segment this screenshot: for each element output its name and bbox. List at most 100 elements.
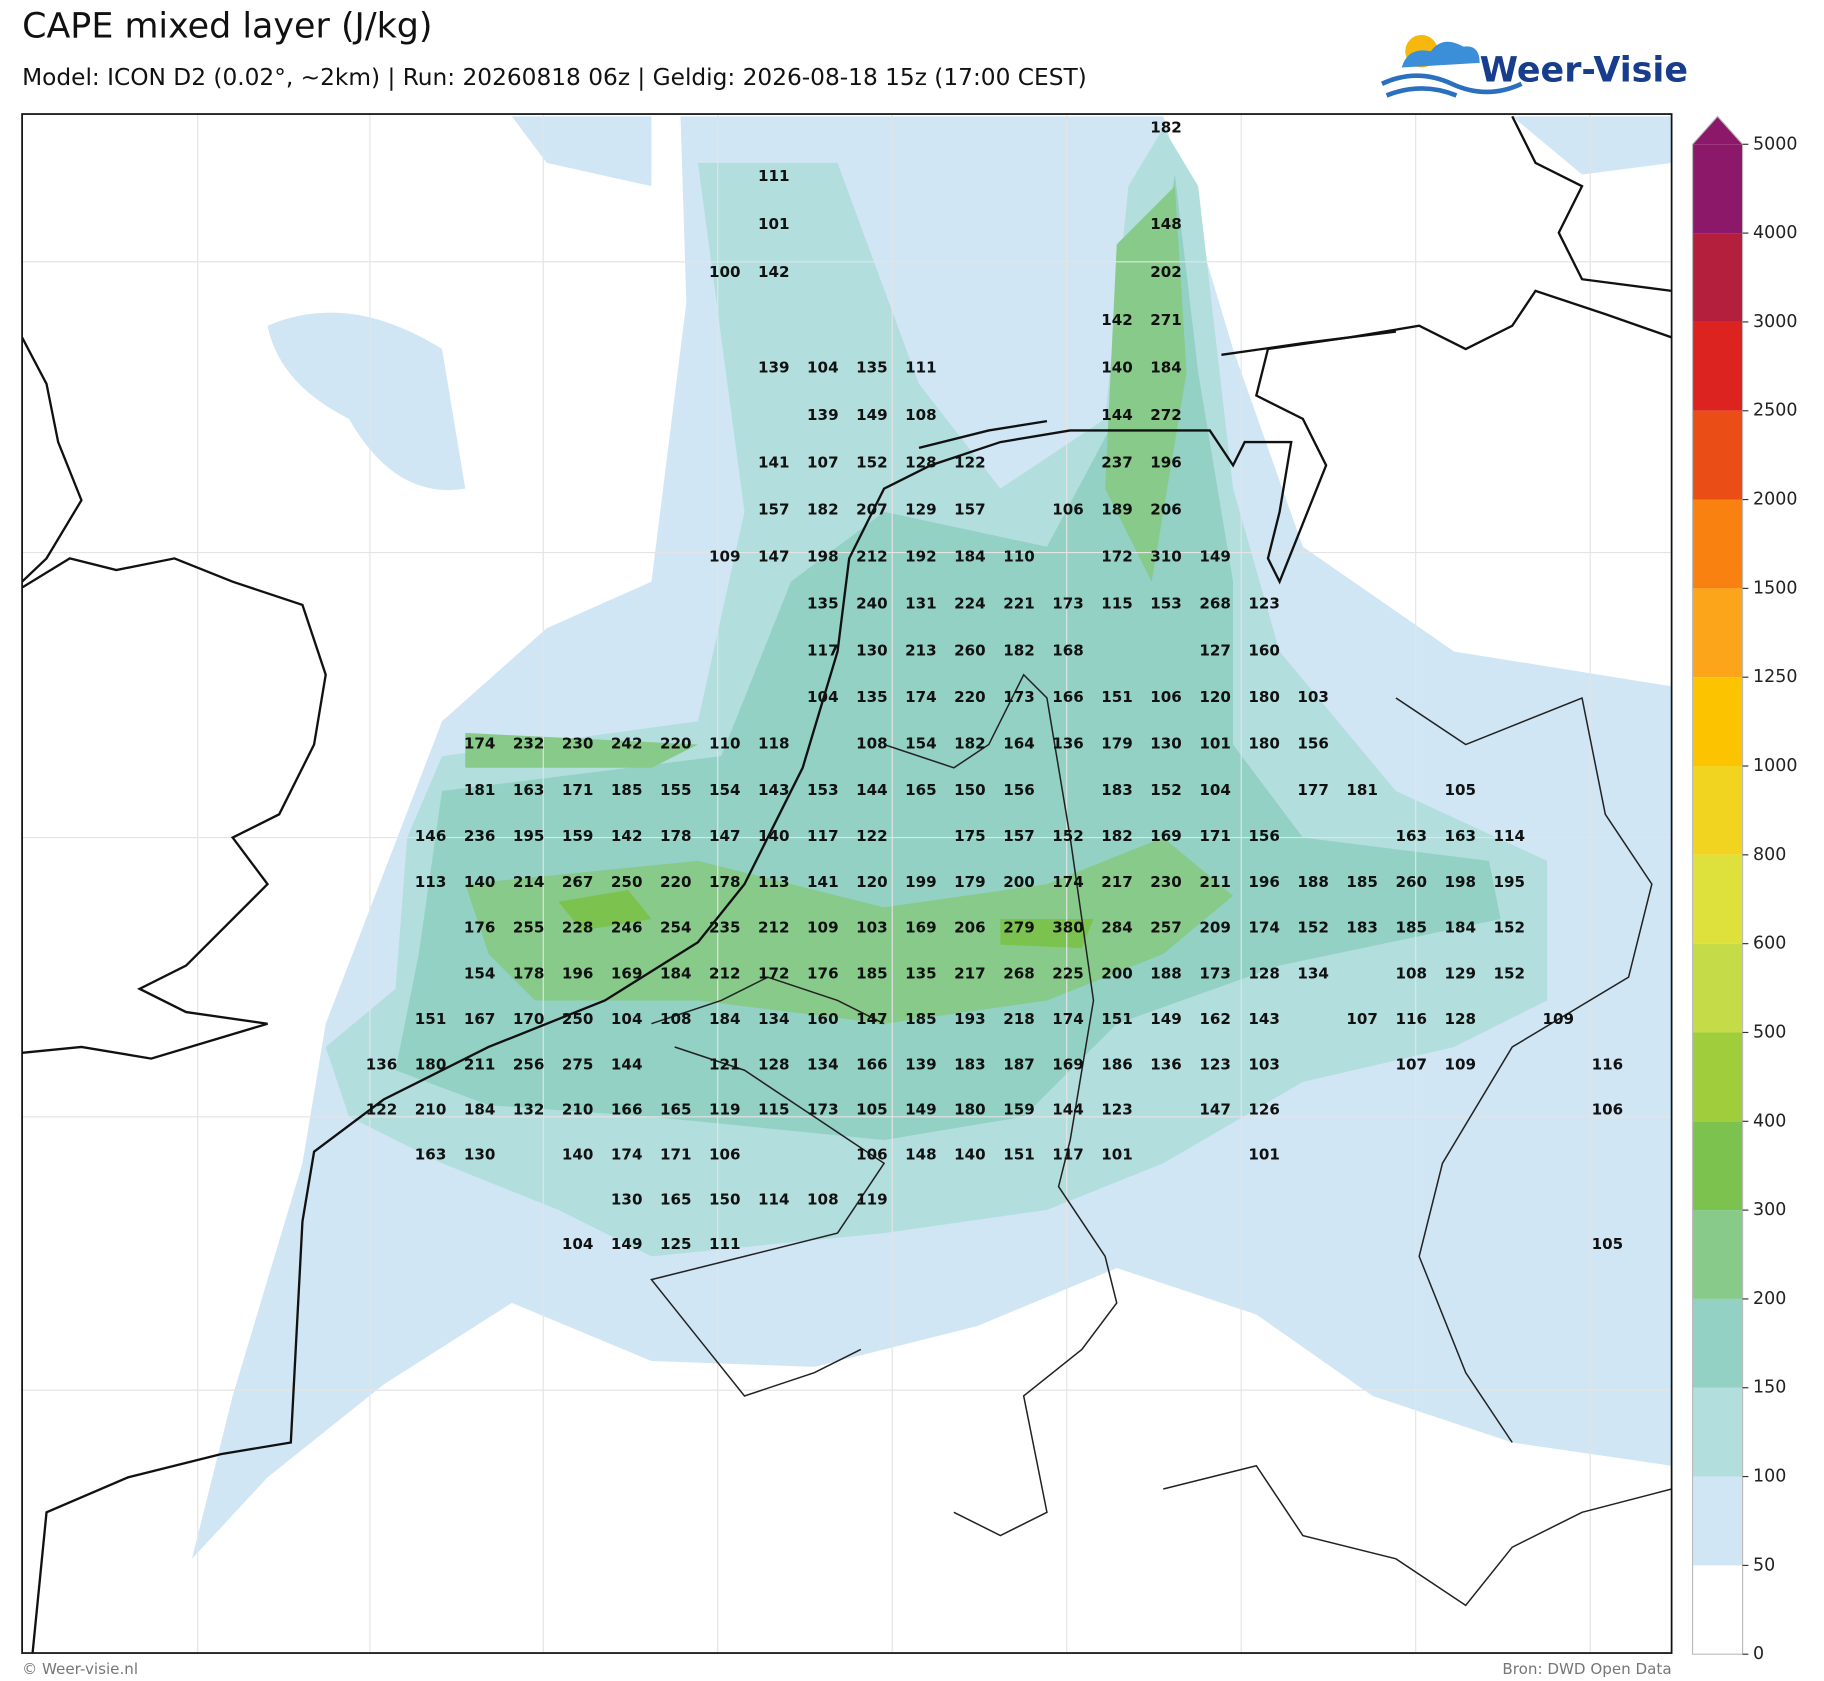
title: CAPE mixed layer (J/kg) bbox=[22, 6, 432, 46]
cape-value: 117 bbox=[807, 641, 839, 659]
colorbar-label: 1000 bbox=[1753, 756, 1797, 776]
cape-value: 136 bbox=[1052, 734, 1084, 752]
cape-value: 260 bbox=[954, 641, 986, 659]
cape-value: 141 bbox=[758, 453, 790, 471]
cape-value: 213 bbox=[905, 641, 937, 659]
cape-value: 116 bbox=[1395, 1010, 1427, 1028]
cape-value: 147 bbox=[1199, 1101, 1231, 1119]
cape-value: 150 bbox=[709, 1190, 741, 1208]
cape-value: 192 bbox=[905, 548, 937, 566]
cape-value: 128 bbox=[1248, 964, 1280, 982]
cape-value: 214 bbox=[513, 873, 545, 891]
cape-value: 195 bbox=[1494, 873, 1526, 891]
cape-value: 189 bbox=[1101, 501, 1133, 519]
cape-value: 154 bbox=[464, 964, 496, 982]
cape-value: 173 bbox=[1003, 688, 1035, 706]
cape-value: 169 bbox=[1052, 1055, 1084, 1073]
cape-value: 106 bbox=[856, 1146, 888, 1164]
cape-value: 142 bbox=[758, 263, 790, 281]
cape-value: 150 bbox=[954, 781, 986, 799]
cape-value: 169 bbox=[1150, 827, 1182, 845]
cape-value: 183 bbox=[1101, 781, 1133, 799]
cape-value: 220 bbox=[954, 688, 986, 706]
cape-value: 169 bbox=[611, 964, 643, 982]
cape-value: 207 bbox=[856, 501, 888, 519]
cape-value: 260 bbox=[1395, 873, 1427, 891]
cape-value: 211 bbox=[1199, 873, 1231, 891]
cape-value: 256 bbox=[513, 1055, 545, 1073]
cape-value: 178 bbox=[660, 827, 692, 845]
colorbar-bin bbox=[1692, 1298, 1743, 1388]
colorbar-bin bbox=[1692, 677, 1743, 767]
cape-value: 163 bbox=[1444, 827, 1476, 845]
cape-value: 206 bbox=[1150, 501, 1182, 519]
cape-value: 147 bbox=[856, 1010, 888, 1028]
colorbar-bin bbox=[1692, 1032, 1743, 1122]
cape-value: 198 bbox=[1444, 873, 1476, 891]
cape-value: 174 bbox=[611, 1146, 643, 1164]
cape-value: 212 bbox=[758, 919, 790, 937]
cape-value: 380 bbox=[1052, 919, 1084, 937]
cape-value: 105 bbox=[856, 1101, 888, 1119]
cape-value: 165 bbox=[660, 1101, 692, 1119]
cape-value: 111 bbox=[905, 359, 937, 377]
cape-value: 175 bbox=[954, 827, 986, 845]
colorbar-label: 300 bbox=[1753, 1200, 1786, 1220]
cape-value: 160 bbox=[1248, 641, 1280, 659]
cape-value: 106 bbox=[709, 1146, 741, 1164]
cape-value: 163 bbox=[1395, 827, 1427, 845]
country-borders bbox=[650, 673, 1672, 1607]
cape-value: 110 bbox=[1003, 548, 1035, 566]
cape-value: 193 bbox=[954, 1010, 986, 1028]
cape-value: 275 bbox=[562, 1055, 594, 1073]
cape-value: 235 bbox=[709, 919, 741, 937]
cape-value: 134 bbox=[1297, 964, 1329, 982]
cape-value: 163 bbox=[513, 781, 545, 799]
cape-value: 143 bbox=[1248, 1010, 1280, 1028]
cape-value: 176 bbox=[807, 964, 839, 982]
cape-value: 254 bbox=[660, 919, 692, 937]
coast-denmark bbox=[1511, 115, 1672, 293]
cape-value: 139 bbox=[758, 359, 790, 377]
cape-value: 167 bbox=[464, 1010, 496, 1028]
cape-value: 206 bbox=[954, 919, 986, 937]
cape-value: 106 bbox=[1150, 688, 1182, 706]
cape-value: 179 bbox=[1101, 734, 1133, 752]
cape-value: 107 bbox=[1395, 1055, 1427, 1073]
cape-value: 232 bbox=[513, 734, 545, 752]
cape-value: 108 bbox=[807, 1190, 839, 1208]
coastlines bbox=[22, 115, 1672, 1654]
cape-value: 185 bbox=[1395, 919, 1427, 937]
cape-value: 115 bbox=[758, 1101, 790, 1119]
cape-value: 199 bbox=[905, 873, 937, 891]
cape-value: 130 bbox=[611, 1190, 643, 1208]
cape-value: 140 bbox=[758, 827, 790, 845]
cape-value: 185 bbox=[905, 1010, 937, 1028]
cape-value: 156 bbox=[1297, 734, 1329, 752]
cape-value: 152 bbox=[1052, 827, 1084, 845]
cape-value: 149 bbox=[1199, 548, 1231, 566]
cape-value: 111 bbox=[709, 1235, 741, 1253]
cape-value: 104 bbox=[1199, 781, 1231, 799]
cape-value: 173 bbox=[1052, 595, 1084, 613]
cape-value: 271 bbox=[1150, 311, 1182, 329]
cape-value: 218 bbox=[1003, 1010, 1035, 1028]
cape-value: 104 bbox=[611, 1010, 643, 1028]
cape-value: 113 bbox=[415, 873, 447, 891]
cape-value: 120 bbox=[1199, 688, 1231, 706]
cape-value: 268 bbox=[1003, 964, 1035, 982]
cape-value: 119 bbox=[709, 1101, 741, 1119]
cape-value: 180 bbox=[1248, 734, 1280, 752]
cape-value: 171 bbox=[1199, 827, 1231, 845]
cape-value: 153 bbox=[1150, 595, 1182, 613]
cape-value: 152 bbox=[1150, 781, 1182, 799]
cape-value: 120 bbox=[856, 873, 888, 891]
cape-value: 180 bbox=[1248, 688, 1280, 706]
colorbar-label: 50 bbox=[1753, 1555, 1775, 1575]
cape-value: 155 bbox=[660, 781, 692, 799]
cape-value: 118 bbox=[758, 734, 790, 752]
cape-value: 151 bbox=[1101, 1010, 1133, 1028]
cape-300 bbox=[558, 889, 1094, 949]
cape-value: 184 bbox=[464, 1101, 496, 1119]
